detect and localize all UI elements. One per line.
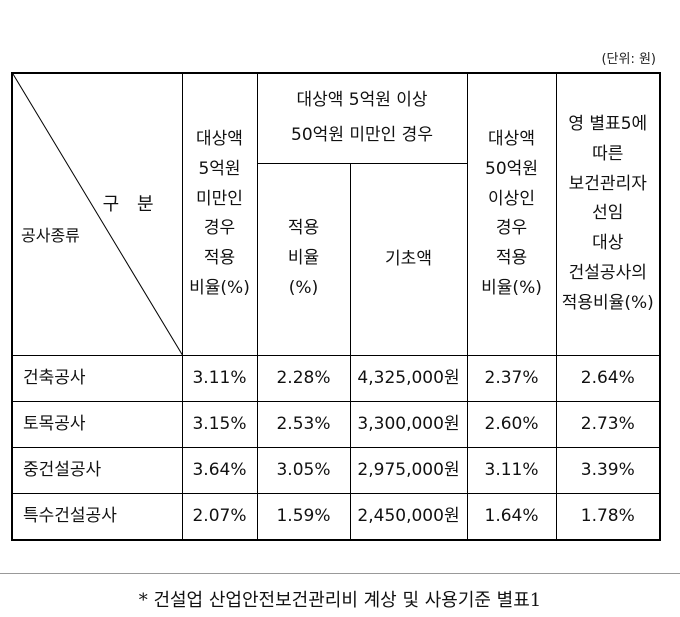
row-kind: 토목공사 (11, 400, 183, 448)
diagonal-line (13, 74, 183, 356)
header-apply-rate: 적용 비율 (%) (256, 162, 351, 356)
row-kind: 건축공사 (11, 354, 183, 402)
table-row: 건축공사 3.11% 2.28% 4,325,000원 2.37% 2.64% (11, 354, 661, 402)
cell-apply-rate: 1.59% (256, 492, 351, 540)
cell-rate-under-500m: 3.15% (181, 400, 258, 448)
table-row: 중건설공사 3.64% 3.05% 2,975,000원 3.11% 3.39% (11, 446, 661, 494)
cell-rate-over-5b: 1.64% (466, 492, 557, 540)
cell-rate-under-500m: 3.11% (181, 354, 258, 402)
cell-health-manager-rate: 2.73% (555, 400, 661, 448)
cell-health-manager-rate: 1.78% (555, 492, 661, 540)
table-row: 토목공사 3.15% 2.53% 3,300,000원 2.60% 2.73% (11, 400, 661, 448)
header-base-amount: 기초액 (349, 162, 468, 356)
header-over-5b: 대상액 50억원 이상인 경우 적용 비율(%) (466, 72, 557, 356)
header-health-manager-rate: 영 별표5에 따른 보건관리자 선임 대상 건설공사의 적용비율(%) (555, 72, 661, 356)
unit-note: (단위: 원) (601, 52, 656, 67)
rate-table: 구 분 공사종류 대상액 5억원 미만인 경우 적용 비율(%) 대상액 5억원… (11, 72, 662, 541)
cell-base-amount: 3,300,000원 (349, 400, 468, 448)
cell-base-amount: 4,325,000원 (349, 354, 468, 402)
cell-rate-over-5b: 2.60% (466, 400, 557, 448)
header-500m-to-5b-group: 대상액 5억원 이상 50억원 미만인 경우 (256, 72, 468, 164)
diagonal-header-cell: 구 분 공사종류 (11, 72, 183, 356)
row-kind: 중건설공사 (11, 446, 183, 494)
header-gubun: 구 분 (102, 194, 160, 215)
cell-health-manager-rate: 2.64% (555, 354, 661, 402)
header-construction-type: 공사종류 (21, 226, 80, 245)
table-row: 특수건설공사 2.07% 1.59% 2,450,000원 1.64% 1.78… (11, 492, 661, 540)
cell-base-amount: 2,975,000원 (349, 446, 468, 494)
cell-rate-over-5b: 2.37% (466, 354, 557, 402)
cell-apply-rate: 2.28% (256, 354, 351, 402)
cell-apply-rate: 3.05% (256, 446, 351, 494)
footnote: * 건설업 산업안전보건관리비 계상 및 사용기준 별표1 (138, 590, 542, 611)
cell-base-amount: 2,450,000원 (349, 492, 468, 540)
cell-health-manager-rate: 3.39% (555, 446, 661, 494)
row-kind: 특수건설공사 (11, 492, 183, 540)
cell-rate-under-500m: 2.07% (181, 492, 258, 540)
cell-apply-rate: 2.53% (256, 400, 351, 448)
cell-rate-under-500m: 3.64% (181, 446, 258, 494)
header-under-500m: 대상액 5억원 미만인 경우 적용 비율(%) (181, 72, 258, 356)
footnote-divider (0, 573, 680, 574)
cell-rate-over-5b: 3.11% (466, 446, 557, 494)
